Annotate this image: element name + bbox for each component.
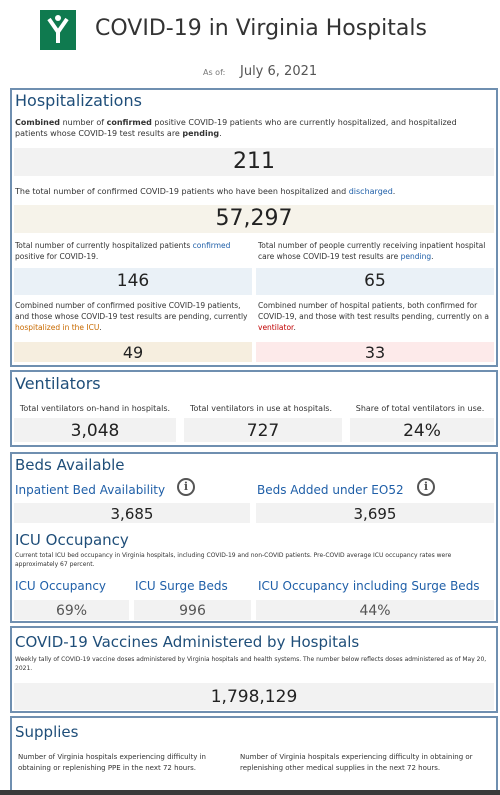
as-of-date: July 6, 2021 xyxy=(240,64,318,79)
value: 211 xyxy=(14,148,494,176)
logo xyxy=(40,10,76,50)
ventilators-panel xyxy=(10,370,498,447)
text: Combined number of hospital patients, bo… xyxy=(258,301,489,321)
section-title: COVID-19 Vaccines Administered by Hospit… xyxy=(15,633,360,651)
page-title: COVID-19 in Virginia Hospitals xyxy=(95,16,427,41)
label: ICU Occupancy including Surge Beds xyxy=(258,579,480,593)
info-icon[interactable]: i xyxy=(177,478,195,496)
value: 3,685 xyxy=(14,503,250,523)
label: Beds Added under EO52 xyxy=(257,483,404,497)
description: Total number of people currently receivi… xyxy=(258,240,494,262)
description: Total number of currently hospitalized p… xyxy=(15,240,245,262)
value: 24% xyxy=(350,418,494,442)
value: 57,297 xyxy=(14,205,494,233)
label: Total ventilators on-hand in hospitals. xyxy=(19,404,171,413)
value: 65 xyxy=(256,268,494,295)
text: . xyxy=(431,252,434,261)
section-title: Ventilators xyxy=(15,374,101,393)
text: Combined number of confirmed positive CO… xyxy=(15,301,248,321)
value: 1,798,129 xyxy=(14,683,494,710)
text: pending xyxy=(400,252,432,261)
text: hospitalized in the ICU xyxy=(15,323,100,332)
label: Number of Virginia hospitals experiencin… xyxy=(18,753,206,772)
description: Combined number of confirmed positive CO… xyxy=(15,117,485,139)
description: Combined number of confirmed positive CO… xyxy=(15,300,251,333)
label: Inpatient Bed Availability xyxy=(15,483,166,497)
description: Current total ICU bed occupancy in Virgi… xyxy=(15,552,452,568)
section-title: Beds Available xyxy=(15,456,125,474)
info-icon[interactable]: i xyxy=(417,478,435,496)
text: ventilator xyxy=(258,323,294,332)
text: number of xyxy=(60,118,107,127)
value: 69% xyxy=(14,600,129,620)
text: . xyxy=(99,323,102,332)
section-title: ICU Occupancy xyxy=(15,531,129,549)
description: Weekly tally of COVID-19 vaccine doses a… xyxy=(15,656,487,672)
text: positive COVID-19 patients who are curre… xyxy=(15,118,457,138)
as-of-label: As of: xyxy=(203,68,226,77)
label: ICU Surge Beds xyxy=(135,579,228,593)
value: 44% xyxy=(256,600,494,620)
text: Total number of currently hospitalized p… xyxy=(15,241,193,250)
text: . xyxy=(219,129,222,138)
text: confirmed xyxy=(106,118,152,127)
text: discharged xyxy=(348,187,393,196)
description: The total number of confirmed COVID-19 p… xyxy=(15,186,485,197)
logo-mark xyxy=(47,15,69,43)
vaccines-panel xyxy=(10,626,498,713)
value: 3,048 xyxy=(14,418,176,442)
text: Combined xyxy=(15,118,61,127)
section-title: Supplies xyxy=(15,723,79,741)
text: . xyxy=(293,323,296,332)
value: 996 xyxy=(134,600,251,620)
hospitalizations-panel xyxy=(10,88,498,367)
label: Share of total ventilators in use. xyxy=(355,404,485,413)
value: 49 xyxy=(14,342,252,362)
label: Total ventilators in use at hospitals. xyxy=(190,404,332,413)
label: ICU Occupancy xyxy=(15,579,107,593)
beds-panel xyxy=(10,452,498,623)
supplies-panel xyxy=(10,716,498,790)
text: The total number of confirmed COVID-19 p… xyxy=(15,187,349,196)
text: confirmed xyxy=(192,241,231,250)
value: 727 xyxy=(184,418,342,442)
text: . xyxy=(392,187,396,196)
value: 146 xyxy=(14,268,252,295)
text: pending xyxy=(182,129,220,138)
value: 3,695 xyxy=(256,503,494,523)
section-title: Hospitalizations xyxy=(15,91,142,110)
value: 33 xyxy=(256,342,494,362)
description: Combined number of hospital patients, bo… xyxy=(258,300,494,333)
text: Total number of people currently receivi… xyxy=(258,241,486,261)
text: positive for COVID-19. xyxy=(15,252,99,261)
label: Number of Virginia hospitals experiencin… xyxy=(240,753,473,772)
bottom-bar xyxy=(0,790,500,795)
